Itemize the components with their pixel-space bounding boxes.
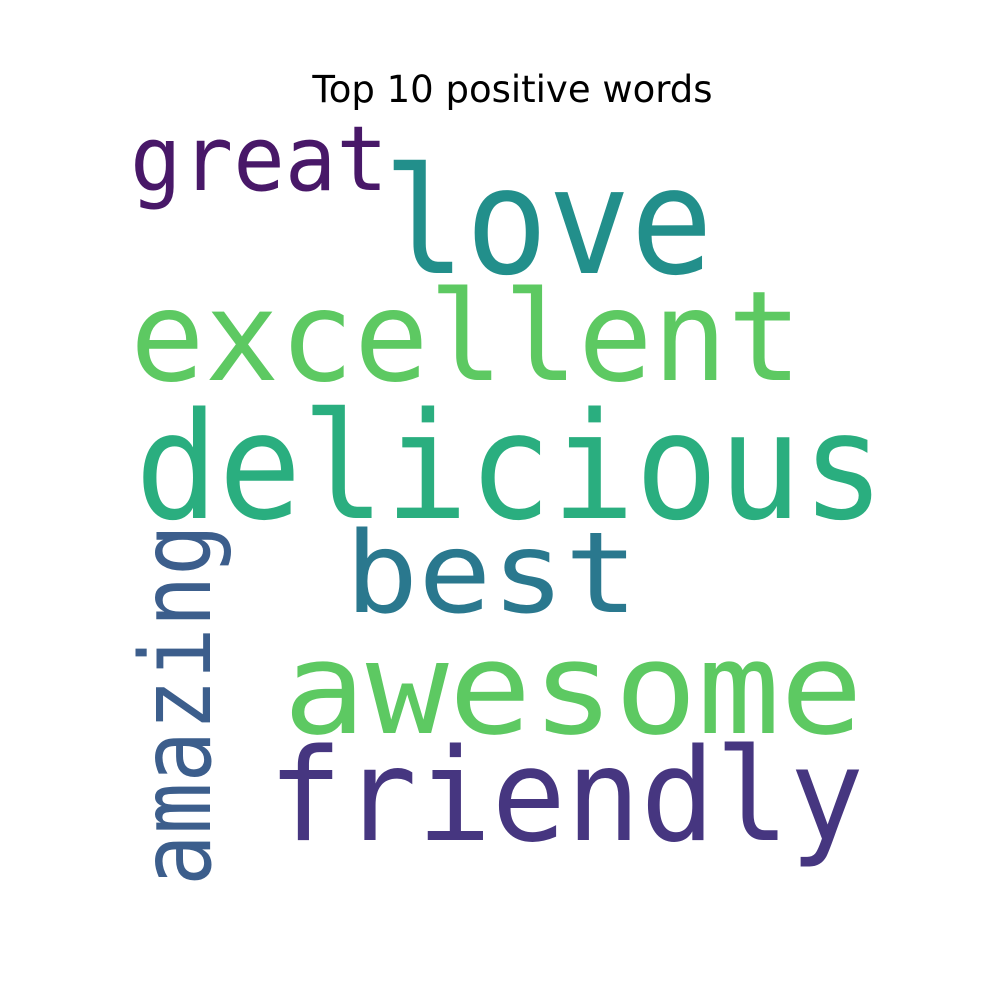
word-amazing: amazing [120, 524, 234, 886]
word-best: best [345, 509, 638, 639]
word-friendly: friendly [268, 722, 864, 871]
word-love: love [383, 136, 713, 308]
word-delicious: delicious [135, 381, 885, 553]
chart-title: Top 10 positive words [312, 68, 713, 111]
word-awesome: awesome [283, 615, 863, 764]
word-great: great [130, 107, 388, 212]
word-excellent: excellent [130, 265, 802, 410]
